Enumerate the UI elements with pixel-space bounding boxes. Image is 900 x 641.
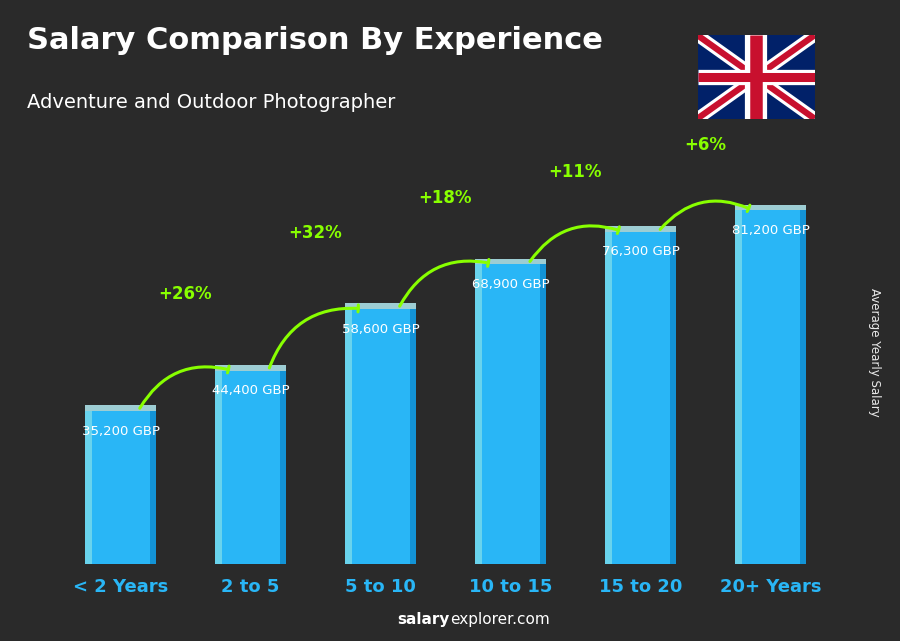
Bar <box>540 263 546 564</box>
Text: +18%: +18% <box>418 188 472 206</box>
Bar <box>149 411 157 564</box>
Text: 76,300 GBP: 76,300 GBP <box>601 246 680 258</box>
Bar <box>670 231 676 564</box>
Text: Average Yearly Salary: Average Yearly Salary <box>868 288 881 417</box>
Bar <box>345 309 352 564</box>
Text: explorer.com: explorer.com <box>450 612 550 627</box>
Bar <box>85 411 92 564</box>
Bar <box>345 309 416 564</box>
Text: 35,200 GBP: 35,200 GBP <box>82 424 159 438</box>
Text: +26%: +26% <box>158 285 212 303</box>
Bar <box>410 309 416 564</box>
Bar <box>345 303 416 309</box>
Bar <box>605 231 676 564</box>
Bar <box>605 226 676 231</box>
Bar <box>215 370 286 564</box>
Bar <box>475 263 546 564</box>
Bar <box>280 370 286 564</box>
Text: 58,600 GBP: 58,600 GBP <box>342 322 419 336</box>
Text: +11%: +11% <box>549 163 602 181</box>
Bar <box>800 210 806 564</box>
Bar <box>475 258 546 263</box>
Text: Salary Comparison By Experience: Salary Comparison By Experience <box>27 26 603 54</box>
Bar <box>605 231 612 564</box>
Text: +32%: +32% <box>289 224 342 242</box>
Text: 44,400 GBP: 44,400 GBP <box>212 385 289 397</box>
Text: 81,200 GBP: 81,200 GBP <box>732 224 809 237</box>
Bar <box>215 370 222 564</box>
Bar <box>85 411 157 564</box>
Bar <box>215 365 286 370</box>
Bar <box>475 263 482 564</box>
Bar <box>734 210 806 564</box>
Bar <box>85 405 157 411</box>
Text: salary: salary <box>398 612 450 627</box>
Text: +6%: +6% <box>685 137 726 154</box>
Bar <box>734 205 806 210</box>
Bar <box>734 210 742 564</box>
Text: 68,900 GBP: 68,900 GBP <box>472 278 549 291</box>
Text: Adventure and Outdoor Photographer: Adventure and Outdoor Photographer <box>27 93 395 112</box>
